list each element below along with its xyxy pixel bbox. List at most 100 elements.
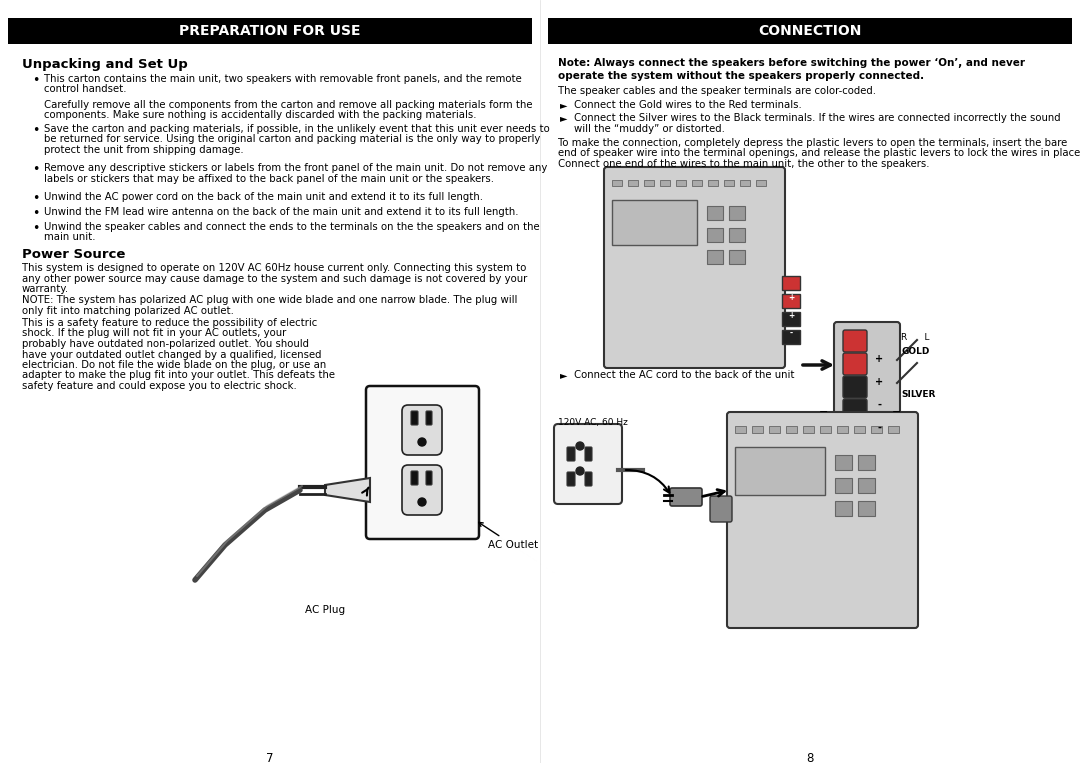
Text: electrician. Do not file the wide blade on the plug, or use an: electrician. Do not file the wide blade … (22, 360, 326, 370)
Text: Connect the Silver wires to the Black terminals. If the wires are connected inco: Connect the Silver wires to the Black te… (573, 113, 1061, 123)
Text: Note: Always connect the speakers before switching the power ‘On’, and never: Note: Always connect the speakers before… (558, 58, 1025, 68)
FancyBboxPatch shape (843, 399, 867, 421)
Text: shock. If the plug will not fit in your AC outlets, your: shock. If the plug will not fit in your … (22, 329, 286, 339)
Bar (888, 426, 899, 433)
Bar (735, 426, 746, 433)
Text: safety feature and could expose you to electric shock.: safety feature and could expose you to e… (22, 381, 297, 391)
FancyBboxPatch shape (710, 496, 732, 522)
Bar (676, 180, 686, 186)
Text: AC Outlet: AC Outlet (478, 523, 538, 550)
Text: -: - (789, 329, 793, 337)
Circle shape (418, 498, 426, 506)
Text: This carton contains the main unit, two speakers with removable front panels, an: This carton contains the main unit, two … (44, 74, 522, 84)
Text: •: • (32, 222, 39, 235)
Text: −: − (892, 407, 902, 417)
Bar (692, 180, 702, 186)
Text: protect the unit from shipping damage.: protect the unit from shipping damage. (44, 145, 244, 155)
Bar (835, 455, 852, 470)
Text: NOTE: The system has polarized AC plug with one wide blade and one narrow blade.: NOTE: The system has polarized AC plug w… (22, 295, 517, 305)
Text: -: - (877, 400, 881, 410)
Text: •: • (32, 207, 39, 220)
Text: end of speaker wire into the terminal openings, and release the plastic levers t: end of speaker wire into the terminal op… (558, 149, 1080, 159)
Text: This is a safety feature to reduce the possibility of electric: This is a safety feature to reduce the p… (22, 318, 318, 328)
Text: −: − (819, 407, 828, 417)
FancyBboxPatch shape (670, 488, 702, 506)
Bar (769, 426, 780, 433)
Text: -: - (789, 346, 793, 356)
Text: ►: ► (561, 113, 567, 123)
FancyBboxPatch shape (843, 376, 867, 398)
FancyBboxPatch shape (604, 167, 785, 368)
Bar (782, 294, 800, 308)
Bar (835, 501, 852, 516)
Bar (627, 180, 638, 186)
Bar (782, 276, 800, 290)
FancyBboxPatch shape (554, 424, 622, 504)
Text: Unwind the FM lead wire antenna on the back of the main unit and extend it to it: Unwind the FM lead wire antenna on the b… (44, 207, 518, 217)
Text: +: + (788, 292, 794, 301)
Bar (708, 180, 718, 186)
FancyBboxPatch shape (727, 412, 918, 628)
Text: SILVER: SILVER (901, 390, 935, 399)
Bar (8, 18, 532, 44)
Text: any other power source may cause damage to the system and such damage is not cov: any other power source may cause damage … (22, 273, 527, 284)
Bar (644, 180, 654, 186)
Bar (837, 426, 848, 433)
Text: Connect the Gold wires to the Red terminals.: Connect the Gold wires to the Red termin… (573, 100, 801, 110)
FancyBboxPatch shape (411, 471, 418, 485)
Bar (752, 426, 762, 433)
Text: This system is designed to operate on 120V AC 60Hz house current only. Connectin: This system is designed to operate on 12… (22, 263, 526, 273)
Bar (729, 206, 745, 220)
Text: Remove any descriptive stickers or labels from the front panel of the main unit.: Remove any descriptive stickers or label… (44, 163, 548, 173)
FancyBboxPatch shape (567, 472, 575, 486)
FancyBboxPatch shape (585, 447, 592, 461)
FancyBboxPatch shape (426, 411, 432, 425)
Bar (735, 447, 825, 495)
Text: Connect one end of the wires to the main unit, the other to the speakers.: Connect one end of the wires to the main… (558, 159, 930, 169)
Text: To make the connection, completely depress the plastic levers to open the termin: To make the connection, completely depre… (558, 138, 1067, 148)
Bar (756, 180, 766, 186)
Text: only fit into matching polarized AC outlet.: only fit into matching polarized AC outl… (22, 305, 234, 315)
Bar (660, 180, 670, 186)
Text: +: + (788, 311, 794, 320)
Text: 120V AC, 60 Hz: 120V AC, 60 Hz (558, 418, 627, 427)
Text: AC Plug: AC Plug (305, 605, 346, 615)
Bar (740, 180, 750, 186)
Text: ►: ► (561, 100, 567, 110)
Text: Connect the AC cord to the back of the unit: Connect the AC cord to the back of the u… (573, 370, 795, 380)
Text: -: - (877, 423, 881, 433)
Text: •: • (32, 163, 39, 176)
Bar (782, 312, 800, 326)
Bar (782, 330, 800, 344)
FancyBboxPatch shape (426, 471, 432, 485)
Text: ►: ► (561, 370, 567, 380)
Text: main unit.: main unit. (44, 233, 95, 243)
FancyBboxPatch shape (843, 353, 867, 375)
FancyBboxPatch shape (585, 472, 592, 486)
Bar (729, 228, 745, 242)
Text: will the “muddy” or distorted.: will the “muddy” or distorted. (573, 124, 725, 134)
Bar (612, 180, 622, 186)
Text: probably have outdated non-polarized outlet. You should: probably have outdated non-polarized out… (22, 339, 309, 349)
Text: +: + (875, 354, 883, 364)
Text: •: • (32, 74, 39, 87)
Text: Unwind the speaker cables and connect the ends to the terminals on the the speak: Unwind the speaker cables and connect th… (44, 222, 540, 232)
Text: PREPARATION FOR USE: PREPARATION FOR USE (179, 24, 361, 38)
Bar (854, 426, 865, 433)
Text: adapter to make the plug fit into your outlet. This defeats the: adapter to make the plug fit into your o… (22, 371, 335, 381)
FancyBboxPatch shape (402, 405, 442, 455)
Text: +: + (875, 377, 883, 387)
Text: have your outdated outlet changed by a qualified, licensed: have your outdated outlet changed by a q… (22, 349, 322, 359)
Circle shape (418, 438, 426, 446)
Text: control handset.: control handset. (44, 85, 126, 95)
Text: 7: 7 (267, 752, 273, 763)
Bar (724, 180, 734, 186)
Text: warranty.: warranty. (22, 284, 69, 294)
Bar (804, 426, 814, 433)
FancyBboxPatch shape (366, 386, 480, 539)
FancyBboxPatch shape (402, 465, 442, 515)
Text: CONNECTION: CONNECTION (758, 24, 862, 38)
Text: •: • (32, 124, 39, 137)
Polygon shape (325, 478, 370, 502)
Bar (612, 200, 697, 245)
